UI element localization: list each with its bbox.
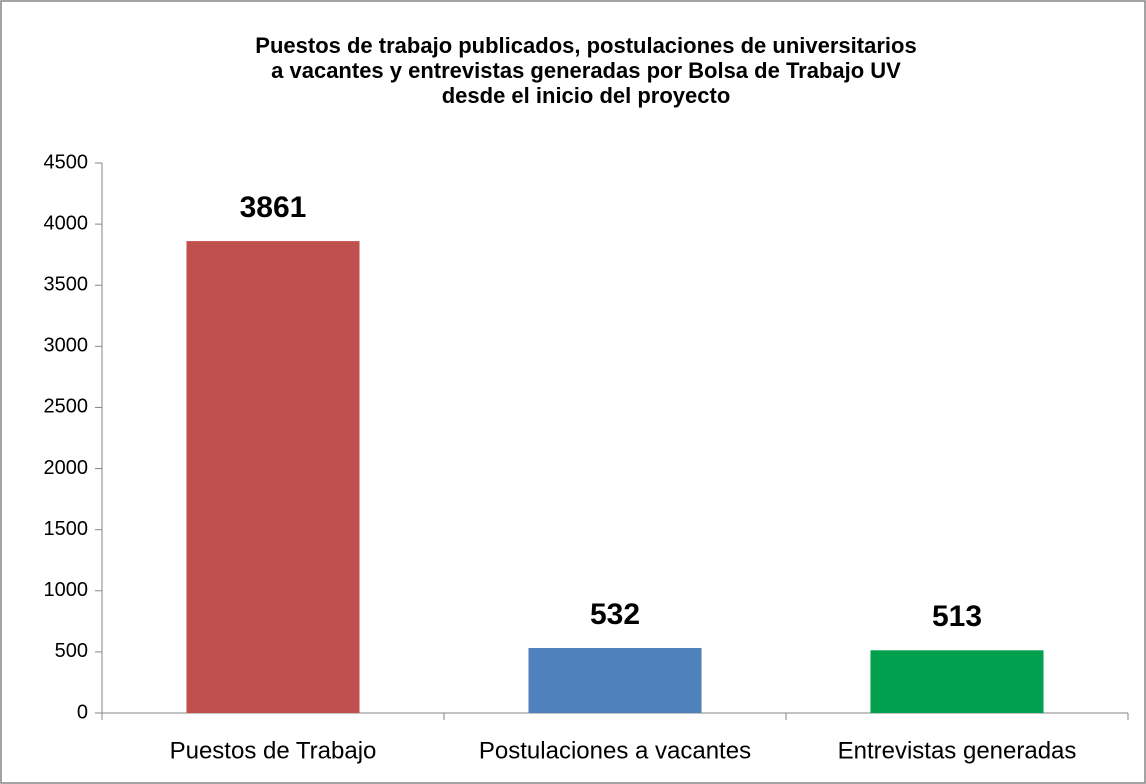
- bar: [528, 647, 702, 713]
- y-tick-label: 1500: [44, 518, 89, 540]
- y-tick-label: 2000: [44, 457, 89, 479]
- chart-title: a vacantes y entrevistas generadas por B…: [271, 58, 901, 83]
- x-tick-label: Entrevistas generadas: [838, 737, 1077, 764]
- x-tick-label: Postulaciones a vacantes: [479, 737, 751, 764]
- data-label: 513: [932, 600, 982, 633]
- chart-title: Puestos de trabajo publicados, postulaci…: [255, 33, 916, 58]
- y-tick-label: 0: [77, 701, 88, 723]
- y-tick-label: 3000: [44, 335, 89, 357]
- y-tick-label: 1000: [44, 579, 89, 601]
- y-tick-label: 3500: [44, 274, 89, 296]
- data-label: 532: [590, 598, 640, 631]
- y-tick-label: 4500: [44, 151, 89, 173]
- y-tick-label: 500: [55, 640, 88, 662]
- y-tick-label: 4000: [44, 212, 89, 234]
- y-tick-label: 2500: [44, 396, 89, 418]
- bar: [186, 241, 360, 713]
- chart-title: desde el inicio del proyecto: [442, 83, 731, 108]
- data-label: 3861: [240, 191, 307, 224]
- bar: [870, 650, 1044, 713]
- x-tick-label: Puestos de Trabajo: [170, 737, 377, 764]
